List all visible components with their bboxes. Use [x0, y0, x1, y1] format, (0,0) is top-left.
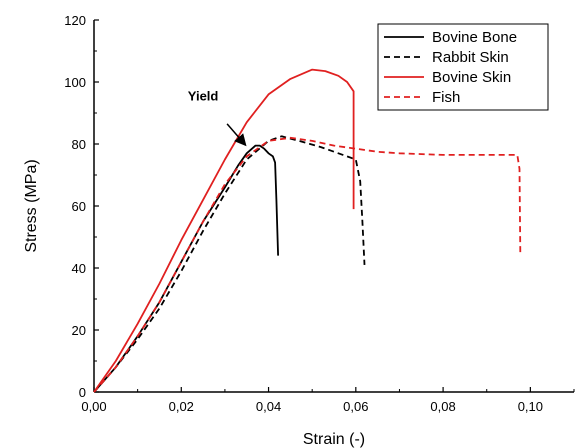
y-tick-label: 60 [72, 199, 86, 214]
series-layer [93, 68, 522, 393]
legend-label: Fish [432, 89, 460, 106]
x-tick-label: 0,10 [518, 399, 543, 414]
legend: Bovine Bone Rabbit Skin Bovine Skin Fish [377, 23, 549, 111]
y-tick-label: 100 [64, 75, 86, 90]
series-line-bovine-skin [93, 68, 355, 393]
axes-layer: 0 20 40 60 80 100 120 0,00 0,02 0,04 0,06 0,08 0,10 S… [23, 13, 575, 448]
y-tick-label: 80 [72, 137, 86, 152]
y-tick-label: 40 [72, 261, 86, 276]
annotation-arrow [226, 123, 247, 147]
x-tick-label: 0,00 [81, 399, 106, 414]
x-tick-label: 0,06 [343, 399, 368, 414]
y-axis-title: Stress (MPa) [23, 159, 40, 252]
x-tick-label: 0,04 [256, 399, 281, 414]
annotations-layer: Yield [188, 89, 247, 147]
legend-label: Rabbit Skin [432, 49, 509, 66]
series-line-bovine-bone [93, 144, 279, 393]
x-tick-label: 0,08 [430, 399, 455, 414]
annotation-label: Yield [188, 89, 219, 104]
y-tick-label: 20 [72, 323, 86, 338]
series-line-fish [93, 136, 522, 393]
series-line-rabbit-skin [93, 135, 366, 393]
y-tick-label: 120 [64, 13, 86, 28]
legend-box [377, 23, 549, 111]
x-axis-title: Strain (-) [303, 431, 365, 448]
legend-label: Bovine Bone [432, 29, 517, 46]
legend-label: Bovine Skin [432, 69, 511, 86]
x-tick-label: 0,02 [169, 399, 194, 414]
y-tick-label: 0 [79, 385, 86, 400]
